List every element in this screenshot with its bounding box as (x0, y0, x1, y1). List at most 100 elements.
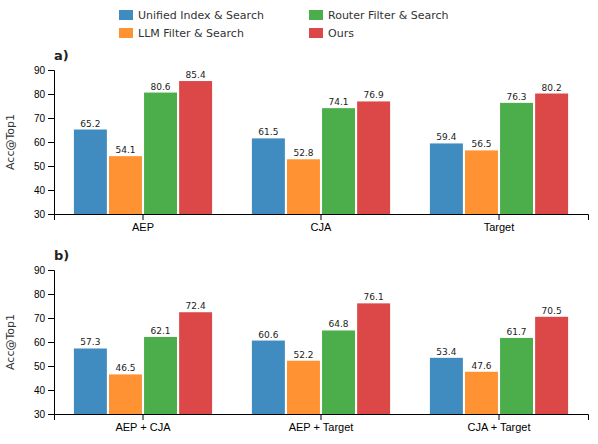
bar (465, 150, 498, 214)
y-axis-line (48, 271, 55, 415)
data-label: 72.4 (186, 301, 206, 311)
x-tick-mark (499, 414, 500, 420)
y-axis-label: Acc@Top1 (4, 314, 17, 370)
bar (287, 361, 320, 414)
y-tick-mark (48, 318, 54, 319)
bar (179, 312, 212, 414)
data-label: 57.3 (80, 337, 100, 347)
y-tick-label: 30 (34, 409, 46, 420)
legend-swatch (119, 28, 133, 38)
y-tick-label: 50 (34, 161, 46, 172)
bar (357, 303, 390, 414)
y-tick: 40 (34, 385, 54, 396)
data-label: 74.1 (329, 97, 349, 107)
y-tick: 80 (34, 289, 54, 300)
y-tick-label: 90 (34, 265, 46, 276)
x-tick-label: AEP + Target (289, 421, 354, 433)
x-tick: AEP + Target (289, 414, 354, 433)
data-labels: 57.360.653.446.552.247.662.164.861.772.4… (80, 292, 561, 373)
x-tick: CJA + Target (467, 414, 530, 433)
y-tick-mark (48, 390, 54, 391)
data-label: 54.1 (115, 145, 135, 155)
bar (252, 341, 285, 414)
x-tick-label: Target (484, 221, 515, 233)
y-tick-mark (48, 414, 54, 415)
bar (252, 138, 285, 214)
subplot-title: a) (54, 48, 69, 63)
data-label: 70.5 (542, 306, 562, 316)
y-tick-mark (48, 142, 54, 143)
x-axis-line (55, 215, 589, 221)
y-tick: 70 (34, 313, 54, 324)
data-label: 46.5 (115, 363, 135, 373)
data-label: 76.1 (364, 292, 384, 302)
y-tick-label: 80 (34, 89, 46, 100)
legend-label: Unified Index & Search (138, 9, 264, 22)
y-tick-label: 60 (34, 337, 46, 348)
legend: Unified Index & Search LLM Filter & Searc… (119, 9, 449, 40)
data-label: 47.6 (471, 361, 491, 371)
bar (109, 156, 142, 214)
legend-label: Router Filter & Search (328, 9, 449, 22)
y-tick-label: 90 (34, 65, 46, 76)
bar (74, 130, 107, 214)
bar (144, 93, 177, 214)
bar (465, 372, 498, 414)
data-label: 52.2 (293, 350, 313, 360)
data-label: 76.3 (507, 92, 527, 102)
bars (74, 81, 568, 214)
x-tick-label: CJA (311, 221, 332, 233)
x-tick: AEP + CJA (115, 414, 171, 433)
legend-item: Ours (309, 27, 354, 40)
x-axis-line (55, 415, 589, 421)
y-tick: 50 (34, 161, 54, 172)
data-label: 52.8 (293, 148, 313, 158)
y-tick-label: 50 (34, 361, 46, 372)
y-tick-mark (48, 118, 54, 119)
bar (357, 101, 390, 214)
y-tick-mark (48, 342, 54, 343)
bar (500, 338, 533, 414)
x-tick: Target (484, 214, 515, 233)
data-label: 53.4 (436, 347, 456, 357)
data-label: 60.6 (258, 330, 278, 340)
bar (144, 337, 177, 414)
bar (322, 330, 355, 414)
bar (287, 159, 320, 214)
data-label: 80.6 (151, 82, 171, 92)
bar (535, 317, 568, 414)
panel: b)Acc@Top157.360.653.446.552.247.662.164… (4, 248, 589, 433)
legend-item: LLM Filter & Search (119, 27, 244, 40)
x-tick-label: AEP (132, 221, 154, 233)
data-label: 61.7 (507, 327, 527, 337)
bar (430, 358, 463, 414)
y-tick-mark (48, 294, 54, 295)
bar (109, 374, 142, 414)
y-tick-mark (48, 70, 54, 71)
bars (74, 303, 568, 414)
y-tick-label: 70 (34, 113, 46, 124)
x-axis: AEP + CJA AEP + Target CJA + Target (55, 414, 589, 433)
x-tick-mark (143, 214, 144, 220)
legend-label: LLM Filter & Search (138, 27, 244, 40)
x-tick-mark (499, 214, 500, 220)
legend-swatch (309, 10, 323, 20)
y-tick: 90 (34, 265, 54, 276)
y-tick-mark (48, 166, 54, 167)
chart: Unified Index & Search LLM Filter & Searc… (0, 0, 598, 444)
data-label: 65.2 (80, 119, 100, 129)
y-axis: 30 40 50 60 70 80 90 (34, 265, 55, 420)
bar (322, 108, 355, 214)
y-tick-mark (48, 366, 54, 367)
x-tick-mark (143, 414, 144, 420)
y-tick: 70 (34, 113, 54, 124)
bar (430, 143, 463, 214)
y-tick-label: 80 (34, 289, 46, 300)
y-axis-line (48, 71, 55, 215)
x-tick-mark (321, 214, 322, 220)
y-tick-label: 60 (34, 137, 46, 148)
y-axis-label: Acc@Top1 (4, 114, 17, 170)
legend-item: Unified Index & Search (119, 9, 264, 22)
y-axis: 30405060708090 (34, 65, 55, 220)
x-tick: AEP (132, 214, 154, 233)
